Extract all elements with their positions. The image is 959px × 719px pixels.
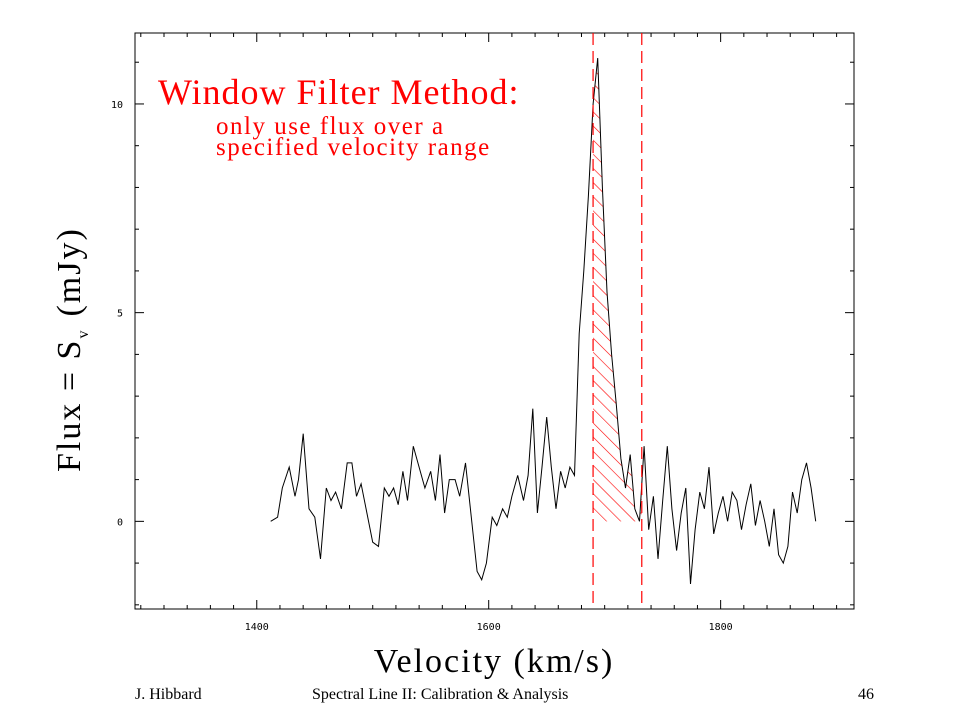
axis-ticks [135,33,854,609]
footer-author: J. Hibbard [135,686,202,703]
tick-labels: 1400 1600 1800 0 5 10 [111,100,733,633]
spectrum-series-line [270,57,817,585]
annotation-title: Window Filter Method: [158,72,520,112]
x-tick-label: 1800 [709,622,733,633]
footer-title: Spectral Line II: Calibration & Analysis [312,686,569,703]
annotation-line-1: only use flux over a [216,113,445,140]
footer-page-number: 46 [858,686,874,703]
x-axis-label: Velocity (km/s) [374,643,615,680]
y-tick-label: 0 [117,517,123,528]
annotation-line-2: specified velocity range [216,134,491,161]
y-tick-label: 5 [117,309,123,320]
y-axis-label-units: (mJy) [51,227,88,316]
y-axis-label-main: Flux = S [51,339,88,472]
y-axis-label-subscript: v [75,329,92,339]
y-tick-label: 10 [111,100,123,111]
svg-text:Flux = Sv(mJy): Flux = Sv (mJy) [51,227,92,472]
y-axis-label: Flux = Sv (mJy) [51,227,92,472]
window-boundary-lines [592,33,643,609]
plot-frame [134,32,855,610]
x-tick-label: 1600 [477,622,501,633]
window-hatched-region [593,58,642,522]
x-tick-label: 1400 [245,622,269,633]
